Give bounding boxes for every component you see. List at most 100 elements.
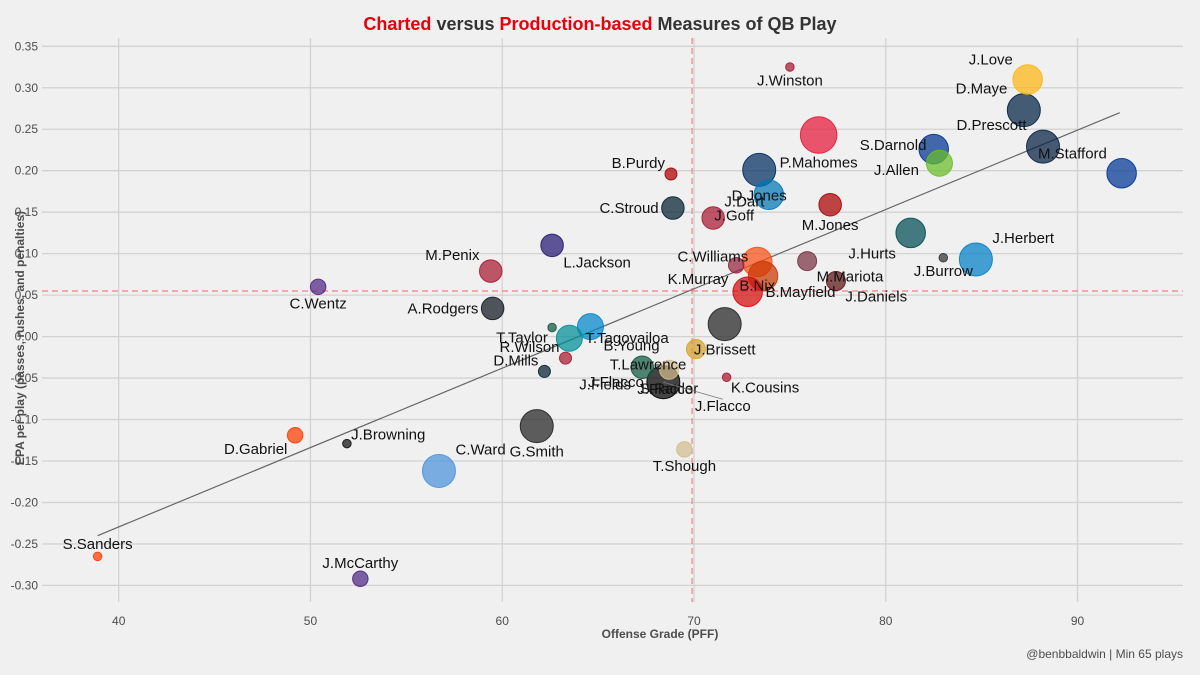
point-D.Prescott <box>1026 129 1061 164</box>
y-tick-label: 0.25 <box>15 122 39 136</box>
label-J.Flacco: J.Flacco <box>588 374 644 391</box>
x-tick-label: 60 <box>496 614 510 628</box>
y-tick-label: 0.00 <box>15 330 39 344</box>
trend-layer <box>97 112 1120 537</box>
point-S.Rattler <box>659 359 680 380</box>
x-axis-title: Offense Grade (PFF) <box>602 627 719 641</box>
title-part-measures: Measures of QB Play <box>653 14 837 34</box>
chart-title: Charted versus Production-based Measures… <box>363 14 836 34</box>
label-M.Mariota: M.Mariota <box>817 269 884 286</box>
point-D.Gabriel <box>286 427 304 444</box>
point-J.Goff <box>753 179 785 211</box>
x-tick-label: 40 <box>112 614 126 628</box>
point-T.Shough <box>676 441 693 458</box>
point-B.Young <box>576 313 604 341</box>
point-B.Purdy <box>664 167 678 181</box>
point-C.Stroud <box>661 196 685 220</box>
x-tick-label: 50 <box>304 614 318 628</box>
point-B.Mayfield <box>732 276 763 308</box>
label-M.Stafford: M.Stafford <box>1038 145 1107 162</box>
y-tick-label: 0.10 <box>15 247 39 261</box>
point-C.Ward <box>421 453 456 488</box>
point-M.Penix <box>478 259 503 283</box>
label-C.Stroud: C.Stroud <box>599 200 658 217</box>
label-D.Gabriel: D.Gabriel <box>224 441 287 458</box>
point-P.Mahomes <box>799 116 838 154</box>
label-J.Goff: J.Goff <box>714 208 755 225</box>
label-J.Burrow: J.Burrow <box>914 263 973 280</box>
point-J.Daniels <box>825 271 846 292</box>
point-J.Burrow <box>938 253 949 263</box>
point-D.Mills <box>537 364 551 378</box>
point-S.Darnold <box>925 149 953 177</box>
y-tick-label: 0.35 <box>15 39 39 53</box>
point-J.Hurts <box>895 217 926 249</box>
label-J.Hurts: J.Hurts <box>848 246 896 263</box>
label-T.Taylor: T.Taylor <box>496 330 548 347</box>
label-C.Ward: C.Ward <box>455 441 505 458</box>
label-B.Nix: B.Nix <box>739 278 775 295</box>
point-J.Dart <box>701 206 725 230</box>
data-points <box>92 62 1137 588</box>
point-J.Winston <box>785 62 795 72</box>
label-S.Darnold: S.Darnold <box>860 137 927 154</box>
point-G.Smith <box>519 409 554 444</box>
point-S.Sanders <box>92 551 103 562</box>
label-J.Fields: J.Fields <box>579 377 631 394</box>
title-part-versus: versus <box>431 14 499 34</box>
label-J.McCarthy: J.McCarthy <box>322 555 398 572</box>
label-J.Daniels: J.Daniels <box>845 289 907 306</box>
title-part-charted: Charted <box>363 14 431 34</box>
trendline <box>97 112 1120 537</box>
label-J.Brissett: J.Brissett <box>694 342 757 359</box>
point-T.Tagovailoa <box>555 324 583 352</box>
label-J.Winston: J.Winston <box>757 72 823 89</box>
label-B.Mayfield: B.Mayfield <box>765 284 835 301</box>
point-J.McCarthy <box>352 570 369 588</box>
x-tick-label: 70 <box>687 614 701 628</box>
label-B.Young: B.Young <box>603 338 659 355</box>
point-M.Jones <box>818 192 842 217</box>
label-A.Rodgers: A.Rodgers <box>408 300 479 317</box>
label-C.Wentz: C.Wentz <box>290 296 347 313</box>
label-extra-J.Flacco: J.Flacco <box>637 381 693 398</box>
point-M.Stafford <box>1106 157 1137 189</box>
label-T.Tagovailoa: T.Tagovailoa <box>585 330 669 347</box>
y-tick-label: 0.30 <box>15 81 39 95</box>
point-J.Brissett <box>707 307 742 342</box>
label-D.Jones: D.Jones <box>732 187 787 204</box>
point-J.Love <box>1012 64 1043 95</box>
label-K.Cousins: K.Cousins <box>731 379 799 396</box>
reference-lines <box>42 38 1183 602</box>
label-J.Dart: J.Dart <box>724 194 765 211</box>
label-J.Love: J.Love <box>969 52 1013 69</box>
point-J.Browning <box>342 438 352 449</box>
label-L.Jackson: L.Jackson <box>563 255 631 272</box>
label-J.Browning: J.Browning <box>351 426 425 443</box>
label-B.Purdy: B.Purdy <box>612 155 666 172</box>
y-tick-label: 0.20 <box>15 164 39 178</box>
point-K.Cousins <box>721 372 732 382</box>
title-part-production: Production-based <box>499 14 652 34</box>
label-M.Penix: M.Penix <box>425 247 480 264</box>
label-extra-J.Flacco: J.Flacco <box>695 398 751 415</box>
y-axis-title: EPA per play (passes, rushes, and penalt… <box>13 211 27 465</box>
point-L.Jackson <box>540 233 564 258</box>
label-S.Sanders: S.Sanders <box>63 536 133 553</box>
label-J.Allen: J.Allen <box>874 162 919 179</box>
point-J.Herbert <box>958 242 993 277</box>
label-D.Maye: D.Maye <box>956 81 1008 98</box>
point-J.Fields <box>630 355 654 380</box>
y-tick-label: 0.05 <box>15 288 39 302</box>
point-T.Taylor <box>547 322 557 333</box>
label-C.Williams: C.Williams <box>677 248 748 265</box>
y-tick-label: -0.20 <box>11 495 39 509</box>
y-tick-label: -0.15 <box>11 454 39 468</box>
label-S.Rattler: S.Rattler <box>640 380 698 397</box>
gridlines <box>42 38 1183 602</box>
point-A.Rodgers <box>480 296 505 321</box>
point-C.Wentz <box>309 278 327 296</box>
x-tick-label: 90 <box>1071 614 1085 628</box>
